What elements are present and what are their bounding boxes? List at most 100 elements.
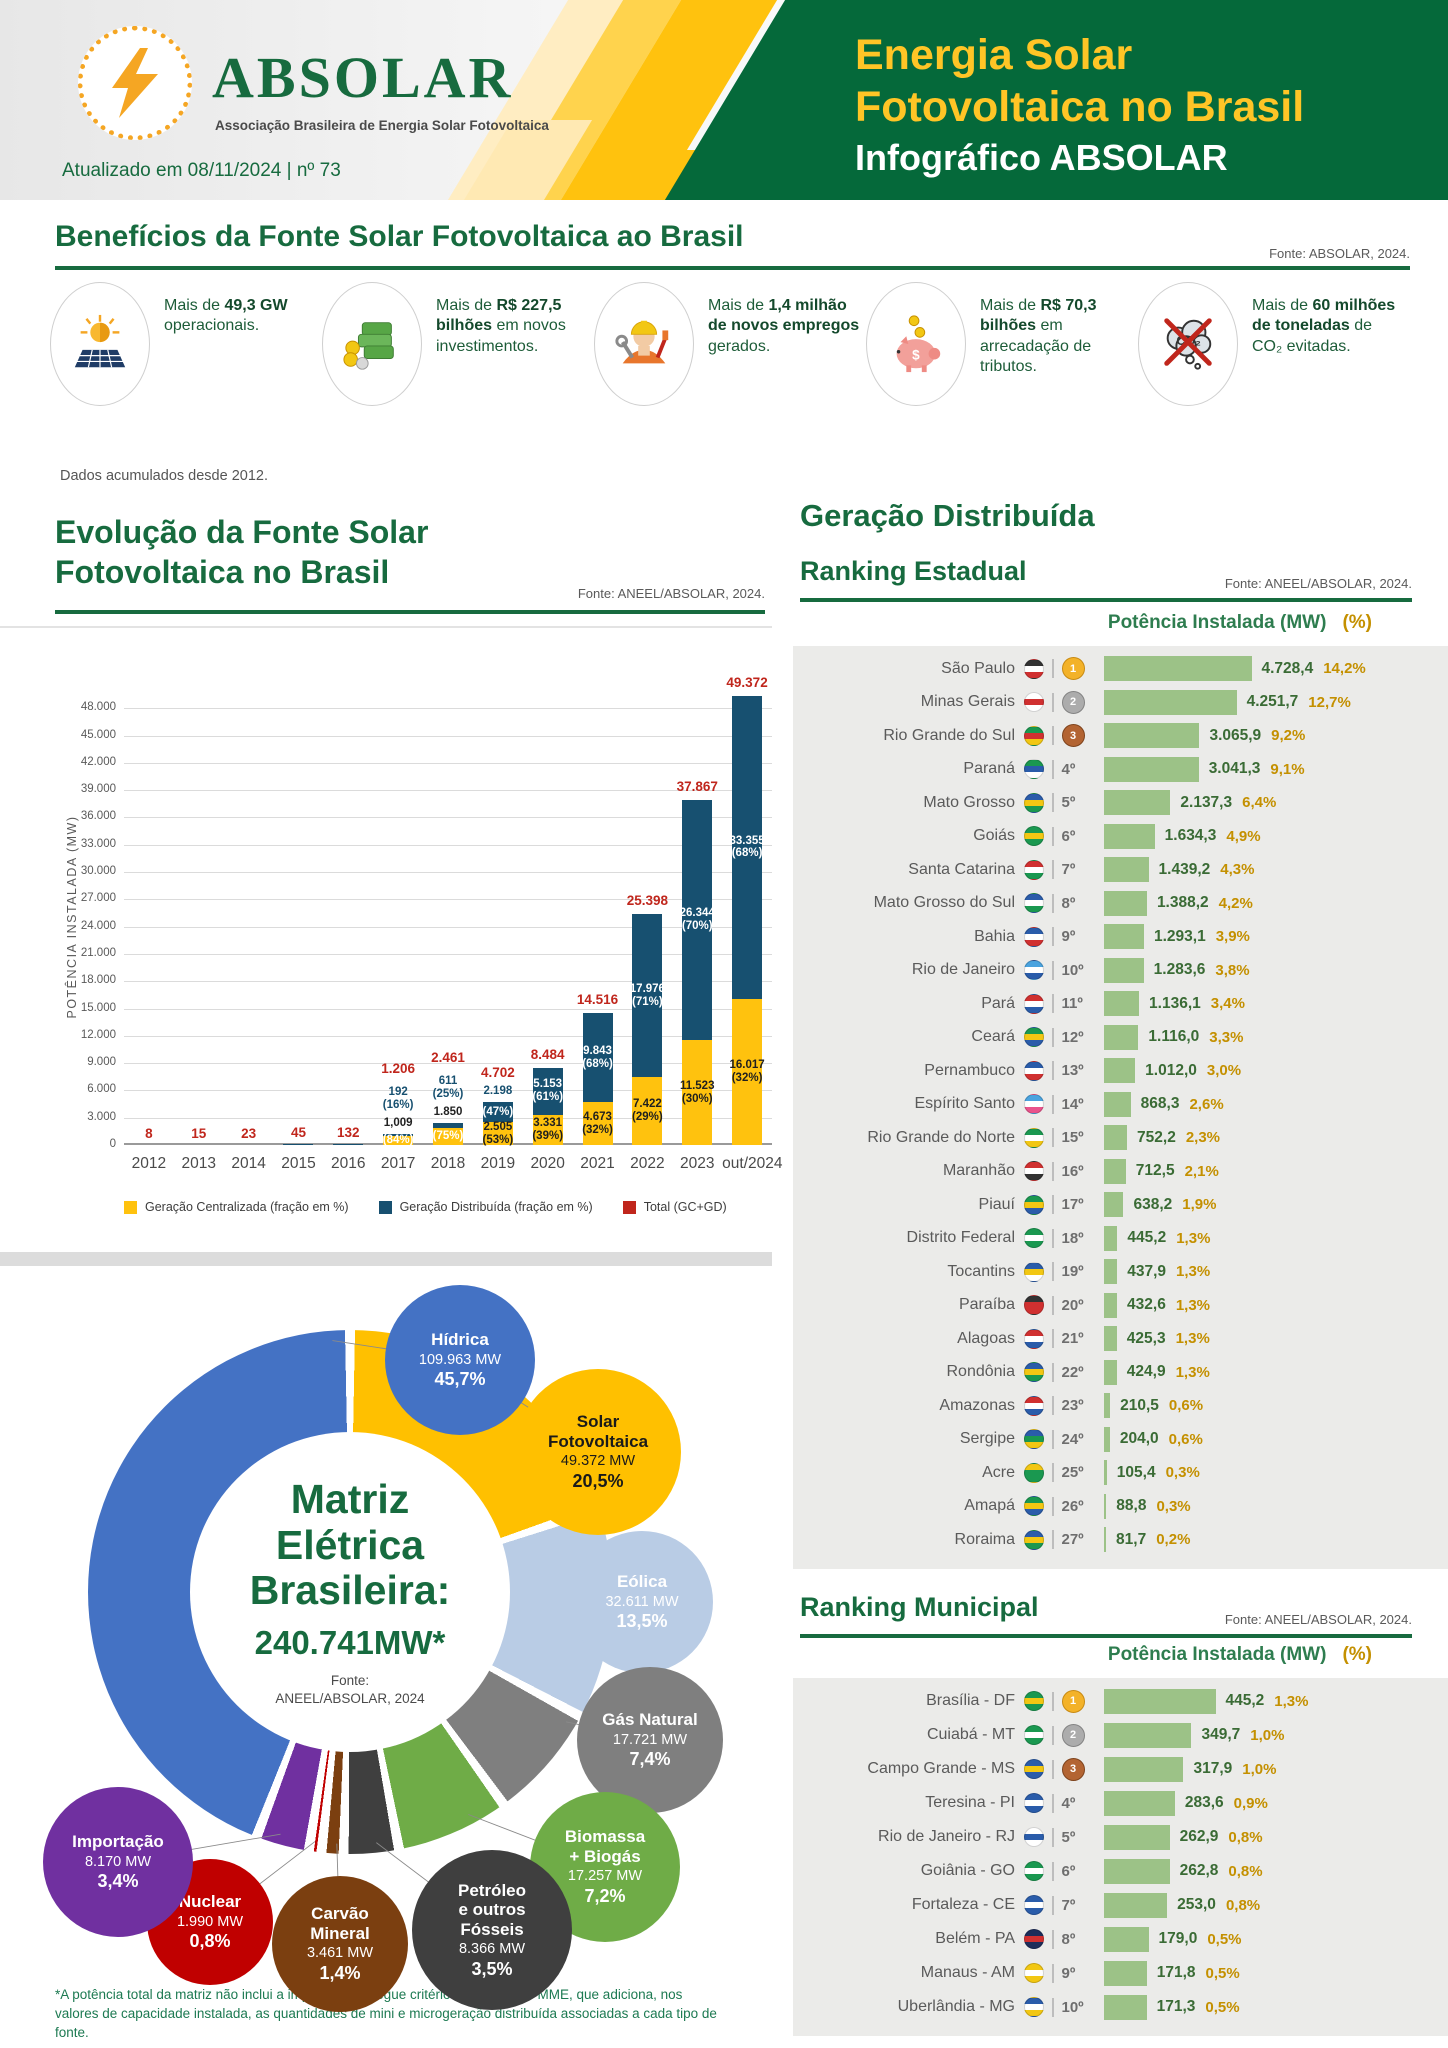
bar-centralizada [433,1128,463,1145]
evolution-title-line1: Evolução da Fonte Solar [55,514,429,550]
region-label: Belém - PA [935,1930,1015,1947]
solar-panel-icon [50,282,150,406]
power-bar-area: 1.634,3 4,9% [1103,823,1448,849]
bar-centralizada [383,1135,414,1145]
region-label: Amazonas [939,1396,1015,1414]
power-pct: 1,0% [1242,1760,1277,1778]
power-bar-area: 425,3 1,3% [1103,1326,1448,1352]
matrix-bubble-hidrica: Hídrica 109.963 MW 45,7% [385,1285,535,1435]
bar-distribuida [283,1144,314,1145]
power-bar-area: 210,5 0,6% [1103,1393,1448,1419]
rank-indicator: 17º [1061,1196,1084,1214]
rank-separator [1052,1262,1054,1282]
benefit-text-pre: Mais de [436,297,497,314]
power-value: 1.116,0 [1148,1028,1200,1046]
benefit-text: Mais de 60 milhões de toneladas de CO₂ e… [1252,282,1410,357]
benefit-text-pre: Mais de [1252,297,1313,314]
power-pct: 6,4% [1242,794,1277,812]
bubble-name: Carvão [311,1904,369,1924]
region-label: Bahia [974,927,1015,945]
power-pct: 1,3% [1175,1363,1210,1381]
power-pct: 3,3% [1209,1028,1244,1046]
rank-indicator: 7º [1061,861,1076,879]
region-label: Uberlândia - MG [897,1998,1015,2015]
region-label: Roraima [954,1530,1015,1548]
rank-separator [1052,1128,1054,1148]
power-pct: 0,3% [1165,1464,1200,1482]
rank-separator [1052,1094,1054,1114]
power-bar [1103,823,1155,849]
region-label: Campo Grande - MS [867,1760,1015,1777]
y-tick-label: 42.000 [80,755,116,768]
rank-indicator: 4º [1061,1794,1076,1812]
region-label: Piauí [978,1195,1015,1213]
gridline [124,981,772,983]
rank-indicator: 13º [1061,1062,1084,1080]
power-pct: 3,4% [1210,995,1245,1013]
ranking-row: Rio Grande do Sul 3 3.065,9 9,2% [800,719,1448,753]
bar-inside-label: 11.523 (30%) [658,1040,736,1145]
power-value: 88,8 [1116,1497,1147,1515]
bar-inside-label: 5.153 (61%) [509,1068,587,1115]
bubble-name: Biomassa [564,1827,646,1847]
power-bar-area: 868,3 2,6% [1103,1091,1448,1117]
gridline [124,790,772,792]
bar-label-line: (71%) [632,995,663,1008]
rank-indicator: 9º [1061,1964,1076,1982]
gridline [124,817,772,819]
matrix-title-line2: Elétrica [275,1521,425,1568]
power-pct: 2,1% [1184,1162,1219,1180]
flag-icon [1024,993,1044,1014]
ranking-row: Piauí 17º 638,2 1,9% [800,1188,1448,1222]
rank-separator [1052,692,1054,712]
gridline [124,953,772,955]
region-label: Goiás [973,827,1015,845]
region-label: Alagoas [957,1329,1015,1347]
bubble-mw: 1.990 MW [176,1913,244,1930]
rank-separator [1052,927,1054,947]
rank-indicator: 3 [1061,724,1104,748]
bar-label-line: (39%) [532,1129,564,1142]
ranking-row: Fortaleza - CE 7º 253,0 0,8% [800,1888,1448,1922]
legend-label: Total (GC+GD) [643,1200,727,1214]
bar-label-line: (75%) [432,1130,464,1143]
bar-label: 14.516 [559,992,637,1007]
rank-separator [1052,1530,1054,1550]
bar-label: 4.702 [459,1065,537,1080]
bar-label-line: (47%) [482,1105,514,1118]
bubble-mw: 8.170 MW [84,1853,152,1870]
ranking-row: Uberlândia - MG 10º 171,3 0,5% [800,1990,1448,2024]
ranking-row: Sergipe 24º 204,0 0,6% [800,1423,1448,1457]
power-bar-area: 88,8 0,3% [1103,1493,1448,1519]
estadual-col-header: Potência Instalada (MW) (%) [800,612,1412,634]
estadual-heading: Ranking Estadual [800,556,1027,586]
power-bar-area: 179,0 0,5% [1103,1926,1448,1952]
power-bar [1103,1158,1126,1184]
power-bar [1103,1527,1107,1553]
bubble-name: Hídrica [431,1330,489,1350]
power-bar-area: 445,2 1,3% [1103,1688,1448,1714]
bar-label-line: 45 [290,1125,306,1141]
gridline [124,1117,772,1119]
hairline [0,626,772,628]
bar-label: 192 (16%) [359,1086,437,1112]
power-bar-area: 4.251,7 12,7% [1103,689,1448,715]
bubble-name: Fotovoltaica [547,1431,649,1451]
power-bar-area: 262,8 0,8% [1103,1858,1448,1884]
bar-label: 8 [110,1126,188,1141]
power-pct: 1,9% [1182,1196,1217,1214]
benefit-text-post: em novos investimentos. [436,317,566,355]
rank-indicator: 1 [1061,657,1104,681]
power-value: 445,2 [1127,1229,1167,1247]
power-bar [1103,1824,1170,1850]
power-bar-area: 3.065,9 9,2% [1103,723,1448,749]
power-bar-area: 171,8 0,5% [1103,1960,1448,1986]
legend-swatch [378,1200,392,1214]
power-bar-area: 4.728,4 14,2% [1103,656,1448,682]
bubble-name: Nuclear [178,1892,242,1912]
bar-label-line: (25%) [432,1087,464,1100]
bar-label-line: 11.523 [679,1079,715,1092]
rank-indicator: 15º [1061,1129,1084,1147]
region-label: Fortaleza - CE [911,1896,1015,1913]
power-bar-area: 432,6 1,3% [1103,1292,1448,1318]
